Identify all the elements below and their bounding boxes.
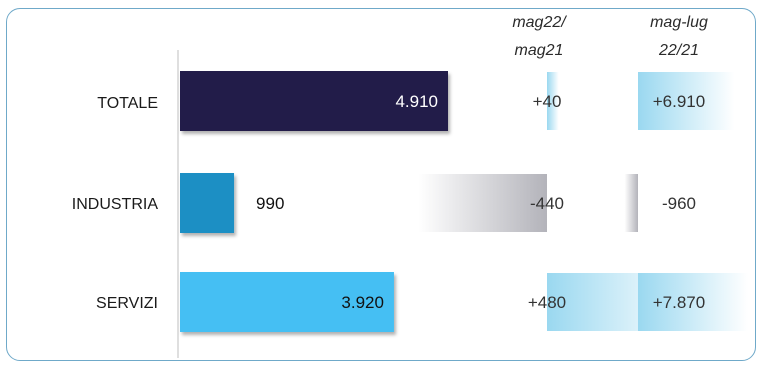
delta-label-col1-industria: -440 — [530, 194, 564, 213]
delta-bar-col2-industria — [624, 174, 638, 232]
col1-header-line2: mag21 — [515, 42, 564, 59]
category-label-industria: INDUSTRIA — [72, 196, 159, 213]
delta-label-col1-servizi: +480 — [528, 293, 566, 312]
chart-frame — [6, 8, 756, 361]
bar-servizi — [180, 272, 394, 332]
delta-bar-col1-totale — [547, 72, 559, 130]
category-label-servizi: SERVIZI — [96, 295, 158, 312]
delta-bar-col1-industria — [418, 174, 547, 232]
category-label-totale: TOTALE — [97, 95, 158, 112]
delta-bar-col2-servizi — [638, 273, 748, 331]
col1-header-line1: mag22/ — [512, 14, 567, 31]
delta-label-col2-industria: -960 — [662, 194, 696, 213]
delta-label-col2-totale: +6.910 — [653, 92, 705, 111]
delta-label-col1-totale: +40 — [533, 92, 562, 111]
delta-bar-col2-totale — [638, 72, 735, 130]
col2-header-line1: mag-lug — [650, 14, 708, 31]
bar-value-label-totale: 4.910 — [395, 92, 438, 111]
bar-totale — [180, 71, 448, 131]
bar-industria — [180, 173, 235, 233]
bar-value-label-servizi: 3.920 — [341, 293, 384, 312]
bar-value-label-industria: 990 — [256, 194, 284, 213]
col2-header-line2: 22/21 — [658, 42, 699, 59]
delta-label-col2-servizi: +7.870 — [653, 293, 705, 312]
